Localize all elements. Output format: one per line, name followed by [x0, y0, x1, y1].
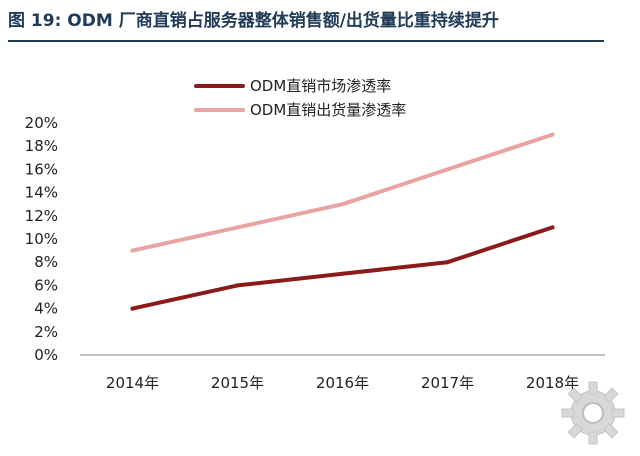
data-point — [340, 271, 345, 276]
data-point — [550, 132, 555, 137]
data-point — [235, 283, 240, 288]
data-point — [130, 306, 135, 311]
x-tick-label: 2015年 — [211, 374, 264, 392]
data-point — [445, 260, 450, 265]
data-point — [235, 225, 240, 230]
x-tick-label: 2016年 — [316, 374, 369, 392]
y-tick-label: 8% — [34, 253, 58, 271]
y-tick-label: 18% — [25, 137, 58, 155]
y-tick-label: 10% — [25, 230, 58, 248]
legend-label: ODM直销市场渗透率 — [250, 77, 391, 95]
legend: ODM直销市场渗透率 ODM直销出货量渗透率 — [194, 77, 406, 119]
series-line-0 — [130, 225, 555, 311]
series-lines — [130, 132, 555, 311]
data-point — [130, 248, 135, 253]
data-point — [550, 225, 555, 230]
x-tick-label: 2014年 — [106, 374, 159, 392]
y-tick-label: 14% — [25, 184, 58, 202]
axes: 0% 2% 4% 6% 8% 10% 12% 14% 16% 18% 20% 2014年 2015年 20… — [25, 114, 605, 392]
series-line-1 — [130, 132, 555, 253]
legend-label: ODM直销出货量渗透率 — [250, 101, 406, 119]
y-tick-label: 16% — [25, 160, 58, 178]
y-tick-label: 2% — [34, 323, 58, 341]
data-point — [445, 167, 450, 172]
y-tick-label: 12% — [25, 207, 58, 225]
gear-watermark-icon — [561, 381, 625, 445]
x-tick-label: 2018年 — [526, 374, 579, 392]
y-tick-label: 4% — [34, 300, 58, 318]
x-tick-label: 2017年 — [421, 374, 474, 392]
chart-title: 图 19: ODM 厂商直销占服务器整体销售额/出货量比重持续提升 — [8, 11, 499, 31]
title-underline — [8, 40, 604, 42]
y-tick-label: 0% — [34, 346, 58, 364]
data-point — [340, 202, 345, 207]
y-tick-label: 20% — [25, 114, 58, 132]
y-tick-label: 6% — [34, 276, 58, 294]
